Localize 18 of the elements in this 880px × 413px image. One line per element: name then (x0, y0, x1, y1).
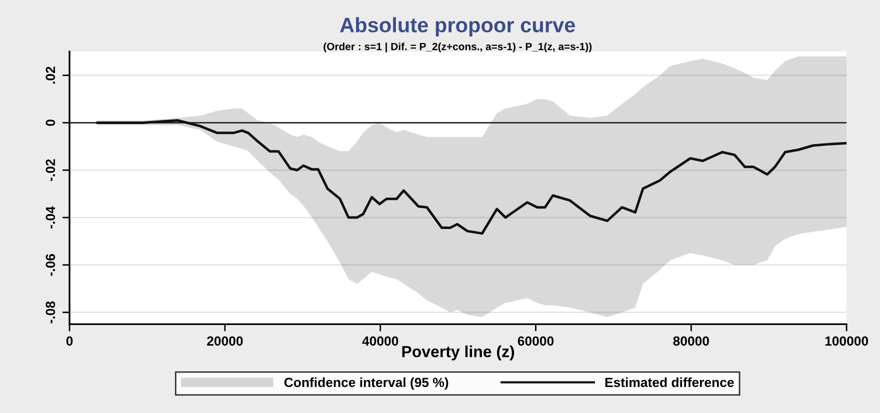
x-tick-label: 80000 (673, 336, 709, 346)
x-tick-label: 0 (66, 336, 73, 346)
y-tick-label: -.02 (46, 159, 56, 181)
y-tick-label: 0 (46, 120, 56, 126)
line-series (96, 119, 847, 235)
chart-subtitle: (Order : s=1 | Dif. = P_2(z+cons., a=s-1) - P_1(z, a=s-1)) (324, 42, 592, 52)
x-tick-label: 60000 (518, 336, 554, 346)
chart-title: Absolute propoor curve (340, 17, 575, 37)
x-tick-label: 100000 (825, 336, 868, 346)
x-tick-label: 40000 (362, 336, 398, 346)
text: Confidence interval (95 %) (284, 377, 448, 390)
y-tick-label: -.04 (46, 206, 56, 228)
x-tick-label: 20000 (207, 336, 243, 346)
x-axis-title: Poverty line (z) (402, 346, 514, 360)
y-tick-label: -.08 (46, 301, 56, 324)
y-tick-label: -.06 (46, 254, 56, 276)
y-tick-label: .02 (46, 66, 56, 84)
text: Estimated difference (605, 377, 734, 388)
